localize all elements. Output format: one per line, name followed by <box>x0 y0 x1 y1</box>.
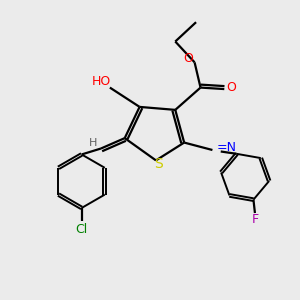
Text: H: H <box>88 138 97 148</box>
Text: Cl: Cl <box>76 223 88 236</box>
Text: O: O <box>226 81 236 94</box>
Text: =N: =N <box>217 140 237 154</box>
Text: O: O <box>183 52 193 65</box>
Text: F: F <box>252 213 259 226</box>
Text: S: S <box>154 157 163 171</box>
Text: HO: HO <box>91 74 111 88</box>
